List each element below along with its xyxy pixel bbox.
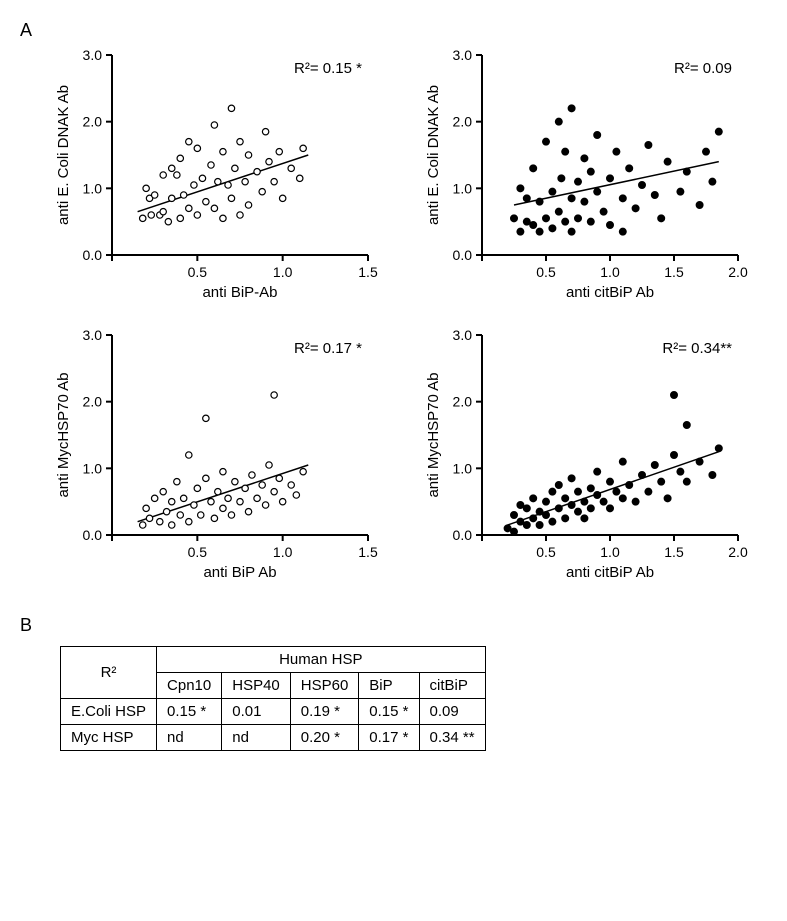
charts-grid: 0.0 1.0 2.0 3.0 0.5 1.0 1.5 R²= 0.15 * anti BiP-… [50, 45, 767, 585]
svg-text:3.0: 3.0 [453, 327, 473, 343]
table-cell: nd [222, 725, 291, 751]
table-cell: 0.15 * [359, 699, 419, 725]
table-cell: 0.15 * [157, 699, 222, 725]
svg-text:0.0: 0.0 [453, 527, 473, 543]
table-corner: R² [61, 647, 157, 699]
svg-text:anti citBiP Ab: anti citBiP Ab [566, 564, 654, 581]
table-cell: 0.20 * [290, 725, 359, 751]
chart-top-left: 0.0 1.0 2.0 3.0 0.5 1.0 1.5 R²= 0.15 * anti BiP-… [50, 45, 380, 305]
table-row: Myc HSPndnd0.20 *0.17 *0.34 ** [61, 725, 486, 751]
svg-text:2.0: 2.0 [453, 394, 473, 410]
svg-text:R²= 0.34**: R²= 0.34** [662, 340, 732, 357]
table-superheader: Human HSP [157, 647, 486, 673]
chart-svg: 0.0 1.0 2.0 3.0 0.5 1.0 1.5 2.0 R²= 0.34** anti c… [420, 325, 750, 585]
svg-text:2.0: 2.0 [83, 114, 103, 130]
svg-text:1.0: 1.0 [600, 544, 620, 560]
svg-text:anti MycHSP70 Ab: anti MycHSP70 Ab [425, 372, 442, 497]
table-col-header: HSP60 [290, 673, 359, 699]
svg-text:1.0: 1.0 [273, 544, 293, 560]
chart-svg: 0.0 1.0 2.0 3.0 0.5 1.0 1.5 R²= 0.17 * anti BiP … [50, 325, 380, 585]
svg-text:0.0: 0.0 [453, 247, 473, 263]
table-col-header: citBiP [419, 673, 485, 699]
chart-svg: 0.0 1.0 2.0 3.0 0.5 1.0 1.5 R²= 0.15 * anti BiP-… [50, 45, 380, 305]
chart-svg: 0.0 1.0 2.0 3.0 0.5 1.0 1.5 2.0 R²= 0.09 anti cit… [420, 45, 750, 305]
chart-bottom-left: 0.0 1.0 2.0 3.0 0.5 1.0 1.5 R²= 0.17 * anti BiP … [50, 325, 380, 585]
svg-text:R²= 0.09: R²= 0.09 [674, 60, 732, 77]
svg-text:anti BiP-Ab: anti BiP-Ab [202, 284, 277, 301]
table-cell: 0.17 * [359, 725, 419, 751]
svg-text:0.5: 0.5 [536, 264, 556, 280]
svg-text:R²= 0.15 *: R²= 0.15 * [294, 60, 362, 77]
table-cell: 0.01 [222, 699, 291, 725]
svg-text:1.0: 1.0 [83, 460, 103, 476]
svg-text:R²= 0.17 *: R²= 0.17 * [294, 340, 362, 357]
table-cell: nd [157, 725, 222, 751]
panel-b-label: B [20, 615, 767, 636]
svg-text:1.5: 1.5 [664, 264, 684, 280]
r2-table: R² Human HSP Cpn10HSP40HSP60BiPcitBiP E.… [60, 646, 486, 751]
svg-text:1.0: 1.0 [453, 460, 473, 476]
table-row: E.Coli HSP0.15 *0.010.19 *0.15 *0.09 [61, 699, 486, 725]
svg-text:2.0: 2.0 [453, 114, 473, 130]
r2-table-wrap: R² Human HSP Cpn10HSP40HSP60BiPcitBiP E.… [60, 646, 767, 751]
table-cell: 0.09 [419, 699, 485, 725]
table-cell: 0.34 ** [419, 725, 485, 751]
panel-a-label: A [20, 20, 767, 41]
svg-text:anti BiP Ab: anti BiP Ab [203, 564, 276, 581]
svg-text:1.0: 1.0 [83, 180, 103, 196]
svg-text:0.5: 0.5 [188, 544, 208, 560]
svg-text:anti MycHSP70 Ab: anti MycHSP70 Ab [55, 372, 72, 497]
svg-text:0.0: 0.0 [83, 527, 103, 543]
chart-bottom-right: 0.0 1.0 2.0 3.0 0.5 1.0 1.5 2.0 R²= 0.34** anti c… [420, 325, 750, 585]
table-col-header: Cpn10 [157, 673, 222, 699]
svg-text:1.0: 1.0 [600, 264, 620, 280]
svg-text:anti citBiP Ab: anti citBiP Ab [566, 284, 654, 301]
svg-text:3.0: 3.0 [83, 327, 103, 343]
svg-text:2.0: 2.0 [728, 544, 748, 560]
svg-text:2.0: 2.0 [83, 394, 103, 410]
table-row-label: E.Coli HSP [61, 699, 157, 725]
svg-text:3.0: 3.0 [83, 47, 103, 63]
table-cell: 0.19 * [290, 699, 359, 725]
svg-text:3.0: 3.0 [453, 47, 473, 63]
chart-top-right: 0.0 1.0 2.0 3.0 0.5 1.0 1.5 2.0 R²= 0.09 anti cit… [420, 45, 750, 305]
svg-text:1.0: 1.0 [273, 264, 293, 280]
table-col-header: BiP [359, 673, 419, 699]
svg-text:1.5: 1.5 [358, 544, 378, 560]
svg-text:0.5: 0.5 [188, 264, 208, 280]
svg-text:1.0: 1.0 [453, 180, 473, 196]
svg-text:1.5: 1.5 [358, 264, 378, 280]
svg-text:1.5: 1.5 [664, 544, 684, 560]
svg-text:0.5: 0.5 [536, 544, 556, 560]
svg-text:2.0: 2.0 [728, 264, 748, 280]
svg-text:0.0: 0.0 [83, 247, 103, 263]
svg-text:anti E. Coli DNAK Ab: anti E. Coli DNAK Ab [425, 85, 442, 225]
svg-text:anti E. Coli DNAK Ab: anti E. Coli DNAK Ab [55, 85, 72, 225]
table-row-label: Myc HSP [61, 725, 157, 751]
table-col-header: HSP40 [222, 673, 291, 699]
